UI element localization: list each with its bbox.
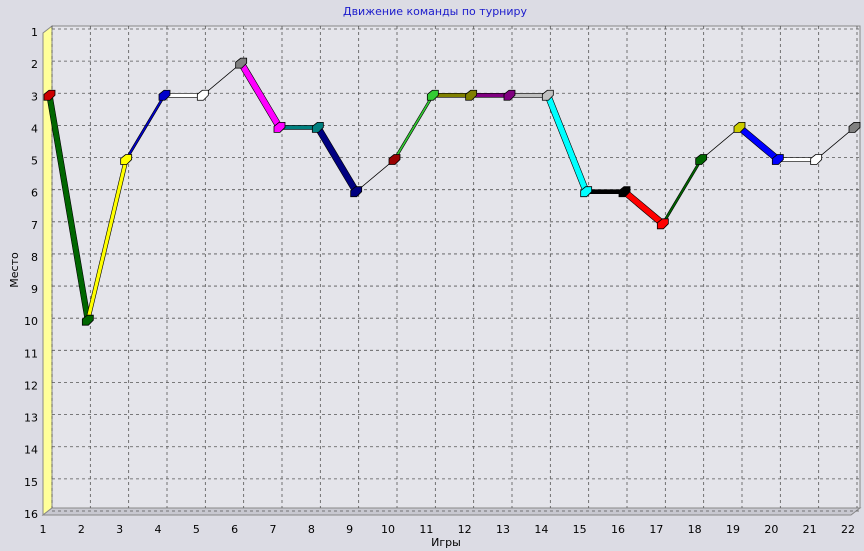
point-marker	[235, 57, 248, 69]
y-tick-label: 15	[24, 476, 38, 489]
point-marker	[771, 154, 784, 165]
point-marker	[465, 89, 478, 101]
x-tick-label: 2	[78, 523, 85, 536]
x-tick-label: 3	[116, 523, 123, 536]
x-tick-label: 6	[231, 523, 238, 536]
floor	[41, 507, 862, 516]
x-tick-label: 4	[155, 523, 162, 536]
x-tick-label: 18	[688, 523, 702, 536]
point-marker	[695, 154, 708, 165]
x-axis-label: Игры	[431, 536, 461, 549]
x-tick-label: 20	[764, 523, 778, 536]
y-tick-label: 3	[31, 90, 38, 103]
chart-title: Движение команды по турниру	[343, 5, 528, 18]
point-marker	[350, 186, 363, 198]
x-tick-label: 15	[573, 523, 587, 536]
x-tick-label: 16	[611, 523, 625, 536]
x-tick-label: 14	[534, 523, 548, 536]
y-axis-label: Место	[8, 252, 21, 288]
y-tick-label: 2	[31, 58, 38, 71]
y-tick-label: 7	[31, 219, 38, 232]
point-marker	[426, 89, 439, 101]
point-marker	[388, 154, 401, 165]
point-marker	[810, 154, 823, 165]
x-tick-label: 17	[649, 523, 663, 536]
y-tick-label: 1	[31, 26, 38, 39]
point-marker	[311, 122, 324, 133]
point-marker	[656, 218, 669, 230]
y-tick-label: 9	[31, 283, 38, 296]
y-tick-label: 16	[24, 508, 38, 521]
x-tick-label: 8	[308, 523, 315, 536]
y-tick-label: 14	[24, 444, 38, 457]
x-tick-label: 12	[458, 523, 472, 536]
point-marker	[580, 186, 593, 198]
y-tick-label: 6	[31, 187, 38, 200]
point-marker	[120, 154, 133, 165]
point-marker	[503, 89, 516, 101]
y-tick-label: 13	[24, 412, 38, 425]
point-marker	[196, 89, 209, 101]
x-tick-label: 13	[496, 523, 510, 536]
y-tick-label: 5	[31, 155, 38, 168]
point-marker	[43, 89, 56, 101]
y-tick-label: 8	[31, 251, 38, 264]
plot-area	[51, 25, 861, 509]
point-marker	[273, 122, 286, 133]
point-marker	[733, 122, 746, 133]
y-tick-label: 4	[31, 122, 38, 135]
x-tick-label: 5	[193, 523, 200, 536]
x-tick-label: 1	[40, 523, 47, 536]
y-tick-label: 12	[24, 379, 38, 392]
point-marker	[618, 186, 631, 198]
point-marker	[848, 122, 861, 133]
point-marker	[158, 89, 171, 101]
x-tick-label: 7	[270, 523, 277, 536]
x-tick-label: 11	[419, 523, 433, 536]
y-tick-label: 10	[24, 315, 38, 328]
point-marker	[81, 314, 94, 326]
x-tick-label: 22	[841, 523, 855, 536]
x-tick-label: 21	[803, 523, 817, 536]
x-tick-label: 9	[346, 523, 353, 536]
x-tick-label: 19	[726, 523, 740, 536]
y-tick-label: 11	[24, 347, 38, 360]
point-marker	[541, 89, 554, 101]
x-tick-label: 10	[381, 523, 395, 536]
